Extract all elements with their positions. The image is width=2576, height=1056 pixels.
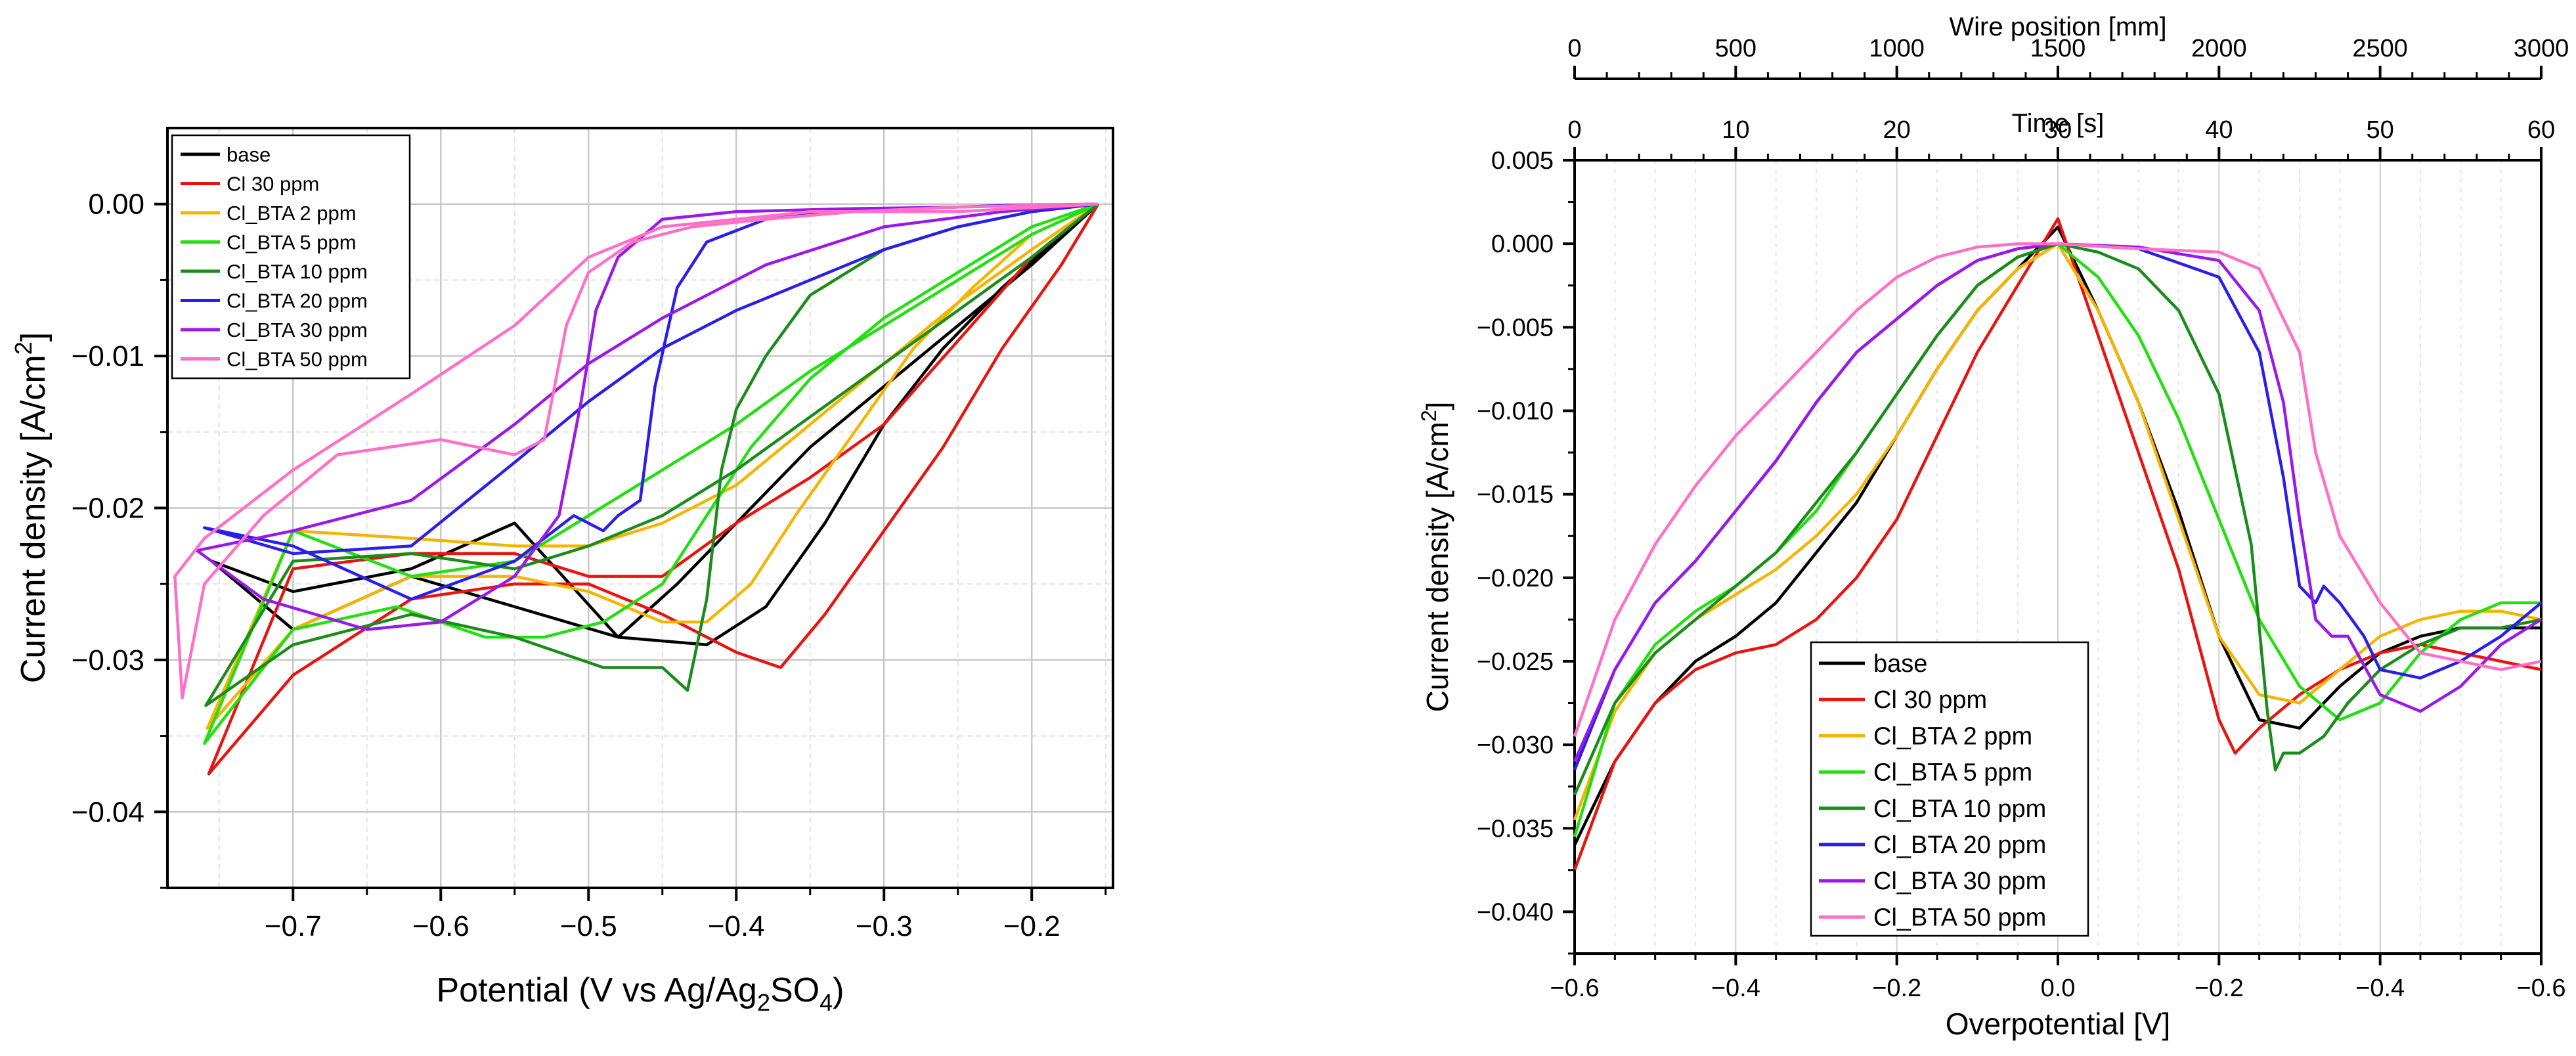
right-y-tick-label: −0.030 [1477, 732, 1554, 759]
secondary-tick-label: 3000 [2514, 35, 2569, 62]
secondary-tick-label: 1000 [1869, 35, 1925, 62]
right-x-tick-label: −0.6 [2516, 975, 2565, 1002]
right-legend: base Cl 30 ppm Cl_BTA 2 ppm Cl_BTA 5 ppm Cl_… [1810, 641, 2089, 937]
left-x-axis-label: Potential (V vs Ag/Ag2SO4) [436, 971, 844, 1016]
left-x-tick-label: −0.7 [265, 910, 322, 942]
left-legend-label-cl-bta-20-ppm: Cl_BTA 20 ppm [227, 290, 368, 313]
left-x-tick-label: −0.2 [1003, 910, 1060, 942]
right-x-tick-label: −0.4 [1711, 975, 1760, 1002]
right-legend-label-cl-bta-30-ppm: Cl_BTA 30 ppm [1873, 868, 2046, 895]
left-series-cl-bta-10-ppm [204, 202, 1099, 707]
left-y-tick-label: −0.04 [72, 796, 144, 828]
secondary-tick-label: 2500 [2352, 35, 2408, 62]
right-legend-label-cl-bta-20-ppm: Cl_BTA 20 ppm [1873, 831, 2046, 859]
left-y-tick-label: 0.00 [88, 188, 144, 221]
left-legend-label-cl-bta-2-ppm: Cl_BTA 2 ppm [227, 202, 357, 225]
secondary-tick-label: 20 [1883, 116, 1911, 144]
right-legend-label-cl-bta-2-ppm: Cl_BTA 2 ppm [1873, 722, 2032, 750]
left-y-tick-label: −0.03 [72, 644, 144, 676]
secondary-tick-label: 40 [2205, 116, 2233, 144]
right-legend-label-cl-30-ppm: Cl 30 ppm [1873, 686, 1987, 714]
left-legend-label-cl-bta-5-ppm: Cl_BTA 5 ppm [227, 231, 357, 254]
right-y-axis: 0.005 0.000 −0.005 −0.010 −0.015 −0.020 −0.025… [1477, 147, 1575, 955]
secondary-tick-label: 0 [1567, 35, 1581, 62]
secondary-tick-label: 10 [1722, 116, 1749, 144]
secondary-tick-label: 500 [1715, 35, 1757, 62]
left-series-cl-bta-50-ppm [173, 202, 1099, 700]
left-x-tick-label: −0.3 [856, 910, 913, 942]
right-legend-label-cl-bta-10-ppm: Cl_BTA 10 ppm [1873, 795, 2046, 823]
left-series-group [173, 202, 1100, 776]
left-legend-box [171, 134, 411, 380]
secondary-tick-label: 0 [1567, 116, 1581, 144]
right-x-tick-label: −0.4 [2355, 975, 2405, 1002]
secondary-tick-label: 60 [2527, 116, 2555, 144]
left-x-tick-label: −0.6 [412, 910, 469, 942]
right-x-tick-label: −0.2 [2194, 975, 2244, 1002]
right-y-tick-label: −0.005 [1477, 314, 1554, 341]
right-x-tick-label: 0.0 [2041, 975, 2076, 1002]
right-y-tick-label: −0.025 [1477, 648, 1554, 676]
right-series-group [1573, 217, 2543, 871]
right-legend-label-cl-bta-5-ppm: Cl_BTA 5 ppm [1873, 759, 2032, 787]
secondary-tick-label: 50 [2367, 116, 2394, 144]
left-y-tick-label: −0.02 [72, 493, 144, 525]
right-y-tick-label: −0.020 [1477, 565, 1554, 592]
secondary-tick-label: 30 [2044, 116, 2072, 144]
left-legend: base Cl 30 ppm Cl_BTA 2 ppm Cl_BTA 5 ppm Cl_… [171, 134, 411, 380]
right-grid [1614, 160, 2502, 954]
time-axis-label: Time [s] [2012, 109, 2105, 138]
left-series-cl-bta-5-ppm [203, 202, 1099, 745]
left-x-tick-label: −0.4 [708, 910, 765, 942]
right-x-axis-label: Overpotential [V] [1946, 1007, 2171, 1041]
right-y-tick-label: −0.010 [1477, 397, 1554, 425]
left-series-cl-bta-30-ppm [195, 202, 1099, 631]
right-y-axis-label: Current density [A/cm2] [1417, 402, 1454, 713]
secondary-tick-label: 1500 [2030, 35, 2086, 62]
right-series-cl-bta-50-ppm [1573, 242, 2542, 737]
left-legend-label-base: base [227, 143, 271, 166]
right-legend-label-cl-bta-50-ppm: Cl_BTA 50 ppm [1873, 904, 2046, 931]
left-y-axis: 0.00 −0.01 −0.02 −0.03 −0.04 [72, 188, 167, 889]
chart-left: −0.7 −0.6 −0.5 −0.4 −0.3 −0.2 0.00 −0.01 −0.02 −… [10, 127, 1114, 1016]
secondary-tick-label: 2000 [2191, 35, 2247, 62]
left-legend-label-cl-bta-50-ppm: Cl_BTA 50 ppm [227, 348, 368, 371]
left-legend-label-cl-bta-30-ppm: Cl_BTA 30 ppm [227, 319, 368, 341]
right-x-tick-label: −0.6 [1550, 975, 1599, 1002]
right-y-tick-label: 0.000 [1491, 231, 1554, 258]
left-legend-label-cl-bta-10-ppm: Cl_BTA 10 ppm [227, 260, 368, 283]
right-y-tick-label: −0.040 [1477, 898, 1554, 926]
left-legend-label-cl-30-ppm: Cl 30 ppm [227, 173, 319, 196]
right-legend-box [1810, 641, 2089, 937]
right-y-tick-label: 0.005 [1491, 147, 1554, 175]
right-y-tick-label: −0.015 [1477, 481, 1554, 509]
wire-position-axis-label: Wire position [mm] [1949, 12, 2166, 41]
wire-position-axis: 0 500 1000 1500 2000 2500 3000 [1567, 35, 2569, 79]
right-legend-label-base: base [1873, 650, 1927, 678]
left-x-tick-label: −0.5 [560, 910, 617, 942]
left-series-cl-bta-20-ppm [203, 202, 1099, 601]
chart-right: −0.6 −0.4 −0.2 0.0 −0.2 −0.4 −0.6 0.005 0.000 −0… [1417, 12, 2569, 1041]
left-series-cl-30-ppm [207, 202, 1100, 776]
right-x-tick-label: −0.2 [1872, 975, 1921, 1002]
left-y-tick-label: −0.01 [72, 340, 144, 372]
right-x-axis: −0.6 −0.4 −0.2 0.0 −0.2 −0.4 −0.6 [1550, 954, 2566, 1002]
left-y-axis-label: Current density [A/cm2] [10, 332, 53, 683]
time-axis: 0 10 20 30 40 50 60 [1567, 116, 2555, 160]
right-y-tick-label: −0.035 [1477, 815, 1554, 843]
left-x-axis: −0.7 −0.6 −0.5 −0.4 −0.3 −0.2 [265, 888, 1107, 942]
right-series-cl-bta-10-ppm [1573, 242, 2542, 796]
